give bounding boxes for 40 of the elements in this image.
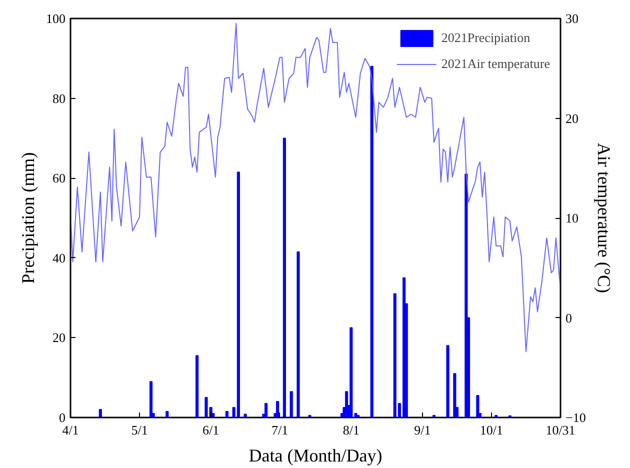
y-axis-title: Precipiation (mm) [18, 152, 38, 284]
bar [290, 391, 293, 418]
legend-label: 2021Air temperature [441, 56, 550, 72]
x-tick-label: 10/31 [546, 422, 576, 438]
y-tick-label: 80 [52, 90, 66, 106]
bar [236, 172, 240, 418]
x-tick-label: 9/1 [414, 422, 431, 438]
bar [446, 345, 450, 418]
x-tick-label: 4/1 [62, 422, 79, 438]
x-tick-label: 5/1 [131, 422, 148, 438]
x-tick-label: 8/1 [342, 422, 360, 438]
bar [282, 138, 286, 418]
y2-tick-label: 20 [566, 110, 578, 126]
y-tick-label: 0 [59, 410, 66, 425]
y2-tick-label: −10 [566, 410, 586, 425]
y2-tick-label: 0 [566, 310, 572, 326]
y-tick-label: 60 [52, 170, 66, 186]
bar [98, 409, 102, 418]
x-tick-label: 7/1 [272, 422, 288, 438]
bar [149, 381, 153, 418]
bar [370, 66, 374, 418]
bar [476, 395, 480, 418]
bar [195, 355, 199, 418]
line-series [70, 22, 560, 352]
bar [453, 373, 456, 418]
x-axis-title: Data (Month/Day) [248, 446, 382, 466]
x-tick-label: 6/1 [202, 422, 220, 438]
y-tick-label: 100 [46, 11, 66, 26]
bar [276, 401, 280, 418]
y-tick-label: 40 [52, 250, 66, 266]
bar [296, 251, 300, 418]
y2-tick-label: 10 [566, 210, 578, 226]
y2-tick-label: 30 [566, 11, 578, 26]
bar [264, 403, 268, 418]
y-tick-label: 20 [52, 330, 66, 346]
y2-axis-title: Air temperature (°C) [594, 142, 614, 294]
bar [166, 411, 169, 418]
bar [225, 411, 228, 418]
x-tick-label: 10/1 [480, 422, 504, 438]
legend-label: 2021Precipiation [441, 30, 530, 46]
